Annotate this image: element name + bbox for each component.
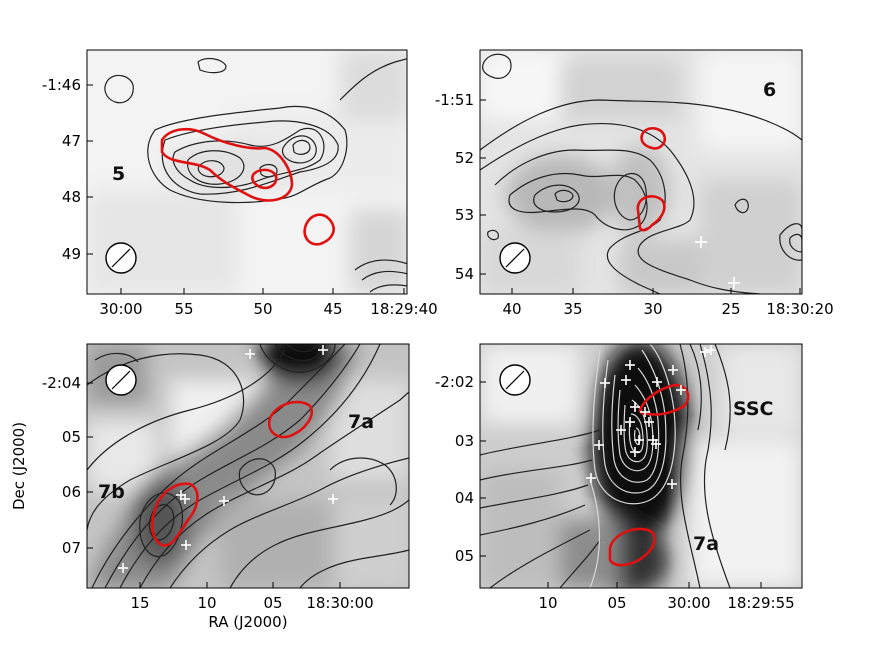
dec-tick: 53 bbox=[455, 206, 474, 224]
ra-tick: 30 bbox=[643, 300, 662, 318]
ra-tick: 30:00 bbox=[99, 300, 142, 318]
dec-tick: 47 bbox=[62, 132, 81, 150]
x-axis-label: RA (J2000) bbox=[208, 613, 287, 631]
dec-tick: 03 bbox=[455, 432, 474, 450]
source-marker bbox=[586, 345, 716, 489]
dec-tick: 04 bbox=[455, 489, 474, 507]
beam-ellipse bbox=[499, 364, 531, 396]
panel-ssc: SSC 7a -2:02 03 04 05 10 05 30:00 18:29:… bbox=[435, 343, 803, 612]
ra-tick: 18:29:40 bbox=[370, 300, 437, 318]
dec-tick: 54 bbox=[455, 265, 474, 283]
ra-tick: 55 bbox=[174, 300, 193, 318]
ra-tick: 50 bbox=[253, 300, 272, 318]
dec-tick: 05 bbox=[62, 428, 81, 446]
panel-frame bbox=[479, 49, 803, 295]
dec-tick: 48 bbox=[62, 188, 81, 206]
ra-tick: 10 bbox=[197, 594, 216, 612]
dec-tick: 07 bbox=[62, 539, 81, 557]
region-label-7b: 7b bbox=[98, 481, 125, 503]
dec-tick: 05 bbox=[455, 547, 474, 565]
ra-tick: 40 bbox=[502, 300, 521, 318]
ra-tick: 05 bbox=[263, 594, 282, 612]
beam-ellipse bbox=[105, 364, 137, 396]
region-label-7a: 7a bbox=[693, 533, 719, 555]
beam-ellipse bbox=[105, 242, 137, 274]
ra-tick: 10 bbox=[538, 594, 557, 612]
dec-tick: -1:46 bbox=[42, 76, 81, 94]
dec-tick: 06 bbox=[62, 483, 81, 501]
ra-tick: 18:30:20 bbox=[766, 300, 833, 318]
panel-6: 6 -1:51 52 53 54 40 35 30 25 18:30:20 bbox=[435, 49, 834, 318]
region-label-ssc: SSC bbox=[733, 398, 773, 420]
dec-tick: -2:04 bbox=[42, 374, 81, 392]
region-label-5: 5 bbox=[112, 163, 125, 185]
source-marker bbox=[695, 236, 740, 289]
panel-frame bbox=[86, 49, 408, 295]
panel-frame bbox=[86, 343, 410, 589]
beam-ellipse bbox=[499, 242, 531, 274]
dec-tick: -1:51 bbox=[435, 91, 474, 109]
dec-tick: 52 bbox=[455, 149, 474, 167]
dec-tick: 49 bbox=[62, 245, 81, 263]
panel-frame bbox=[479, 343, 803, 589]
region-label-7a: 7a bbox=[348, 411, 374, 433]
ra-tick: 35 bbox=[563, 300, 582, 318]
ra-tick: 15 bbox=[130, 594, 149, 612]
ra-tick: 45 bbox=[323, 300, 342, 318]
dec-tick: -2:02 bbox=[435, 373, 474, 391]
panel-7b: 7b 7a -2:04 05 06 07 15 10 05 18:30:00 bbox=[42, 343, 410, 612]
ra-tick: 18:29:55 bbox=[727, 594, 794, 612]
panel-5: 5 -1:46 47 48 49 30:00 55 50 45 18:29:40 bbox=[42, 49, 438, 318]
ra-tick: 30:00 bbox=[667, 594, 710, 612]
ra-tick: 18:30:00 bbox=[306, 594, 373, 612]
source-marker bbox=[118, 345, 338, 573]
y-axis-label: Dec (J2000) bbox=[10, 422, 28, 510]
ra-tick: 25 bbox=[721, 300, 740, 318]
region-label-6: 6 bbox=[763, 79, 776, 101]
ra-tick: 05 bbox=[607, 594, 626, 612]
